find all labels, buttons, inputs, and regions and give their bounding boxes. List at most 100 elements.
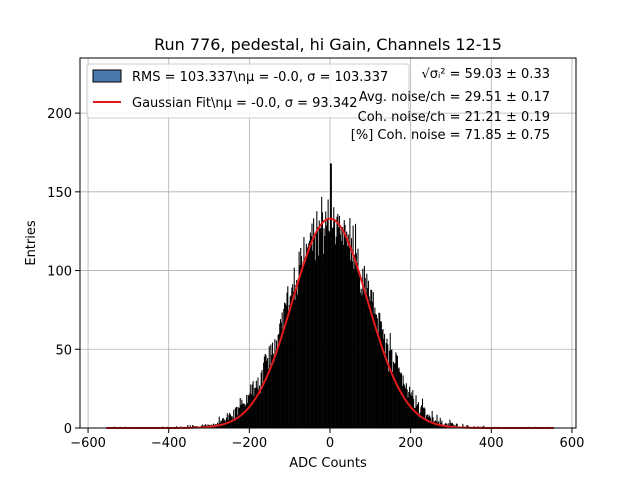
histogram-bin: [271, 342, 274, 428]
histogram-bin: [407, 397, 409, 428]
histogram-bin: [242, 403, 244, 428]
histogram-bin: [205, 424, 207, 428]
histogram-bin: [290, 295, 292, 428]
histogram-bin: [383, 338, 385, 428]
histogram-bin: [248, 395, 250, 428]
plot-frame: [79, 57, 577, 429]
histogram-bin: [378, 312, 380, 428]
histogram-bin: [311, 223, 313, 428]
histogram-bin: [285, 305, 287, 428]
histogram-bin: [399, 371, 401, 428]
y-axis-ticks: 0 50 100 150 200: [47, 107, 80, 437]
histogram-bin: [425, 419, 427, 428]
histogram-bin: [337, 213, 339, 428]
histogram-bin: [354, 254, 356, 428]
histogram-bin: [388, 350, 390, 428]
histogram-bin: [350, 238, 353, 428]
histogram-bin: [333, 207, 335, 428]
histogram-bin: [363, 287, 365, 428]
histogram-bin: [326, 219, 328, 428]
histogram-bin: [233, 409, 235, 428]
histogram-bin: [396, 354, 398, 428]
histogram-bin: [449, 419, 451, 428]
histogram-bin: [296, 280, 298, 428]
histogram-bin: [218, 416, 220, 428]
histogram-bin: [276, 349, 278, 428]
histogram-bin: [351, 261, 353, 428]
histogram-bin: [305, 243, 307, 428]
histogram-bin: [254, 387, 256, 428]
histogram-bin: [382, 329, 384, 428]
histogram-bin: [370, 289, 372, 428]
histogram-bin: [361, 295, 363, 428]
histogram-bin: [400, 373, 402, 428]
histogram-bin: [344, 224, 346, 428]
histogram-bin: [309, 232, 311, 428]
histogram-bin: [266, 360, 268, 428]
histogram-bin: [334, 220, 336, 428]
histogram-bin: [433, 421, 435, 428]
x-tick-label: 400: [479, 436, 504, 451]
histogram-bin: [330, 163, 332, 428]
histogram-bin: [389, 333, 391, 428]
histogram-bin: [338, 215, 340, 428]
histogram-bin: [391, 349, 393, 428]
annotation-avg-noise: Avg. noise/ch = 29.51 ± 0.17: [359, 90, 550, 105]
histogram-bin: [418, 417, 420, 428]
histogram-bin: [316, 211, 318, 428]
histogram-bin: [413, 398, 415, 428]
histogram-bin: [335, 236, 337, 428]
x-tick-label: 600: [560, 436, 585, 451]
histogram-bin: [392, 371, 394, 428]
histogram-bin: [283, 308, 285, 428]
histogram-bin: [393, 363, 395, 428]
histogram-bin: [419, 412, 421, 428]
annotation-coh-noise: Coh. noise/ch = 21.21 ± 0.19: [358, 110, 550, 125]
histogram-bin: [317, 227, 319, 428]
histogram-bin: [325, 225, 328, 428]
histogram-bin: [244, 406, 246, 428]
histogram-bin: [269, 365, 271, 428]
histogram-bin: [310, 236, 312, 428]
histogram-bin: [369, 300, 371, 428]
histogram-bin: [350, 260, 352, 428]
histogram-bin: [355, 253, 357, 428]
histogram-bin: [262, 383, 264, 428]
histogram-bin: [431, 410, 433, 428]
histogram-bin: [301, 266, 303, 428]
histogram-bin: [331, 228, 333, 428]
histogram-bin: [384, 333, 386, 428]
histogram-bin: [366, 273, 368, 428]
histogram-bin: [271, 354, 273, 428]
histogram-bin: [253, 395, 255, 428]
histogram-bin: [289, 296, 291, 428]
x-axis-ticks: −600 −400 −200 0 200 400 600: [70, 428, 584, 451]
histogram-bin: [293, 267, 295, 428]
histogram-bin: [294, 300, 296, 428]
histogram-bin: [451, 422, 453, 428]
histogram-bin: [251, 384, 253, 428]
histogram-bin: [455, 423, 457, 428]
histogram-bin: [321, 196, 323, 428]
histogram-bin: [321, 212, 324, 428]
histogram-bin: [243, 403, 245, 428]
histogram-bin: [411, 396, 413, 428]
histogram-bin: [338, 227, 340, 428]
annotation-coh-noise-percent: [%] Coh. noise = 71.85 ± 0.75: [351, 128, 550, 143]
histogram-bin: [371, 301, 374, 428]
histogram-bin: [381, 330, 383, 428]
histogram-bin: [390, 350, 392, 428]
histogram-bin: [375, 314, 377, 428]
histogram-bin: [242, 403, 244, 428]
histogram-bin: [273, 361, 275, 428]
histogram-bin: [292, 291, 294, 428]
histogram-bin: [265, 355, 267, 428]
histogram-bin: [409, 386, 411, 428]
histogram-bin: [318, 220, 320, 428]
histogram-bin: [259, 385, 261, 428]
histogram-bin: [404, 385, 406, 428]
legend-histogram-patch: [92, 69, 122, 83]
histogram-bin: [348, 247, 350, 428]
histogram-bin: [277, 334, 279, 428]
